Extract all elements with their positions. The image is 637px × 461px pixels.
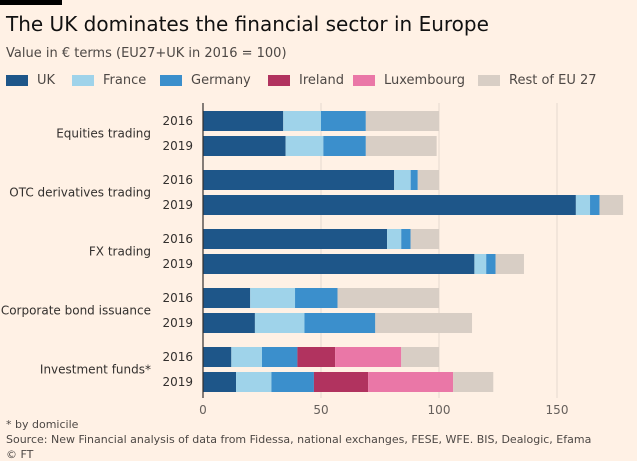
- legend-item-ireland: Ireland: [268, 71, 344, 89]
- legend-label-ireland: Ireland: [299, 72, 344, 88]
- year-label-equities-trading-2019: 2019: [162, 139, 193, 153]
- legend-item-luxembourg: Luxembourg: [353, 71, 465, 89]
- year-label-otc-derivatives-trading-2016: 2016: [162, 173, 193, 187]
- bar-segment-investment-funds-2019-france: [236, 372, 272, 392]
- bar-segment-equities-trading-2016-rest-of-eu-27: [365, 111, 439, 131]
- x-tick-label-100: 100: [428, 403, 451, 417]
- bar-segment-fx-trading-2016-uk: [203, 229, 388, 249]
- x-tick-label-50: 50: [313, 403, 328, 417]
- category-label-otc-derivatives-trading: OTC derivatives trading: [9, 186, 151, 200]
- category-label-corporate-bond-issuance: Corporate bond issuance: [1, 304, 151, 318]
- bar-segment-investment-funds-2016-luxembourg: [335, 347, 402, 367]
- legend-label-france: France: [103, 72, 147, 88]
- year-label-investment-funds-2016: 2016: [162, 350, 193, 364]
- chart-title: The UK dominates the financial sector in…: [6, 12, 489, 36]
- source-note: Source: New Financial analysis of data f…: [6, 433, 592, 446]
- bar-segment-investment-funds-2016-france: [231, 347, 262, 367]
- year-label-fx-trading-2019: 2019: [162, 257, 193, 271]
- legend-swatch-germany: [160, 74, 182, 86]
- bar-segment-equities-trading-2019-germany: [323, 136, 366, 156]
- year-label-equities-trading-2016: 2016: [162, 114, 193, 128]
- bar-segment-fx-trading-2019-rest-of-eu-27: [495, 254, 524, 274]
- category-label-fx-trading: FX trading: [89, 245, 151, 259]
- ft-credit: © FT: [6, 448, 34, 461]
- bar-segment-otc-derivatives-trading-2016-germany: [410, 170, 418, 190]
- x-tick-label-0: 0: [199, 403, 207, 417]
- bar-segment-corporate-bond-issuance-2019-france: [254, 313, 305, 333]
- bar-segment-corporate-bond-issuance-2016-germany: [295, 288, 338, 308]
- category-label-investment-funds: Investment funds*: [40, 363, 151, 377]
- legend-label-uk: UK: [37, 72, 56, 88]
- bar-segment-otc-derivatives-trading-2019-uk: [203, 195, 576, 215]
- year-label-otc-derivatives-trading-2019: 2019: [162, 198, 193, 212]
- bar-segment-equities-trading-2019-france: [285, 136, 324, 156]
- bar-segment-otc-derivatives-trading-2016-france: [394, 170, 411, 190]
- bar-segment-otc-derivatives-trading-2019-germany: [590, 195, 600, 215]
- bar-segment-otc-derivatives-trading-2016-uk: [203, 170, 395, 190]
- bar-segment-investment-funds-2019-luxembourg: [368, 372, 454, 392]
- legend-label-luxembourg: Luxembourg: [384, 72, 466, 88]
- bar-segment-corporate-bond-issuance-2016-france: [250, 288, 296, 308]
- bar-segment-equities-trading-2016-france: [283, 111, 321, 131]
- year-label-corporate-bond-issuance-2016: 2016: [162, 291, 193, 305]
- year-label-corporate-bond-issuance-2019: 2019: [162, 316, 193, 330]
- bar-segment-investment-funds-2016-ireland: [297, 347, 336, 367]
- bar-segment-corporate-bond-issuance-2019-uk: [203, 313, 255, 333]
- bar-segment-fx-trading-2019-france: [474, 254, 487, 274]
- x-tick-label-150: 150: [546, 403, 569, 417]
- legend-item-uk: UK: [6, 71, 55, 89]
- bar-segment-equities-trading-2019-rest-of-eu-27: [365, 136, 437, 156]
- bar-segment-otc-derivatives-trading-2019-rest-of-eu-27: [599, 195, 624, 215]
- year-label-investment-funds-2019: 2019: [162, 375, 193, 389]
- category-label-equities-trading: Equities trading: [56, 127, 151, 141]
- year-label-fx-trading-2016: 2016: [162, 232, 193, 246]
- bar-segment-investment-funds-2019-germany: [271, 372, 314, 392]
- legend-item-france: France: [72, 71, 146, 89]
- bar-segment-investment-funds-2016-germany: [262, 347, 298, 367]
- ft-top-bar: [0, 0, 62, 5]
- bar-segment-fx-trading-2016-germany: [401, 229, 411, 249]
- bar-segment-otc-derivatives-trading-2016-rest-of-eu-27: [417, 170, 439, 190]
- bar-segment-investment-funds-2019-uk: [203, 372, 237, 392]
- bar-segment-otc-derivatives-trading-2019-france: [575, 195, 591, 215]
- legend-swatch-ireland: [268, 74, 290, 86]
- bar-segment-corporate-bond-issuance-2016-rest-of-eu-27: [337, 288, 439, 308]
- bar-segment-fx-trading-2019-germany: [486, 254, 496, 274]
- bar-segment-equities-trading-2016-uk: [203, 111, 284, 131]
- bar-segment-corporate-bond-issuance-2019-rest-of-eu-27: [375, 313, 473, 333]
- bar-segment-investment-funds-2019-rest-of-eu-27: [453, 372, 494, 392]
- legend-swatch-rest-of-eu: [478, 74, 500, 86]
- legend-swatch-uk: [6, 74, 28, 86]
- bar-segment-equities-trading-2016-germany: [321, 111, 366, 131]
- bar-segment-fx-trading-2019-uk: [203, 254, 475, 274]
- bar-segment-investment-funds-2019-ireland: [313, 372, 369, 392]
- bar-segment-fx-trading-2016-france: [387, 229, 402, 249]
- bar-segment-equities-trading-2019-uk: [203, 136, 286, 156]
- legend-swatch-france: [72, 74, 94, 86]
- bar-segment-fx-trading-2016-rest-of-eu-27: [410, 229, 439, 249]
- legend-label-rest-of-eu: Rest of EU 27: [509, 72, 597, 88]
- footnote: * by domicile: [6, 418, 79, 431]
- chart-subtitle: Value in € terms (EU27+UK in 2016 = 100): [6, 46, 287, 61]
- legend-item-germany: Germany: [160, 71, 251, 89]
- legend-item-rest-of-eu: Rest of EU 27: [478, 71, 597, 89]
- bar-segment-corporate-bond-issuance-2016-uk: [203, 288, 251, 308]
- legend-label-germany: Germany: [191, 72, 251, 88]
- bar-segment-investment-funds-2016-uk: [203, 347, 232, 367]
- legend-swatch-luxembourg: [353, 74, 375, 86]
- bar-segment-investment-funds-2016-rest-of-eu-27: [401, 347, 439, 367]
- bar-segment-corporate-bond-issuance-2019-germany: [304, 313, 376, 333]
